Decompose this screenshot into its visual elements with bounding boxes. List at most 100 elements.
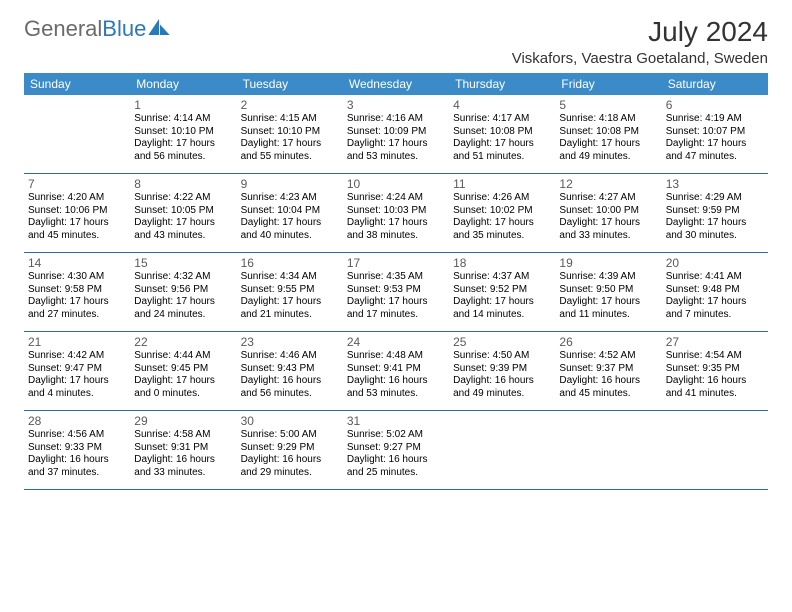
day-number: 8: [134, 177, 232, 191]
day-detail-line: Sunrise: 4:34 AM: [241, 271, 339, 284]
day-detail-line: Sunrise: 4:58 AM: [134, 429, 232, 442]
day-detail-line: Daylight: 17 hours: [453, 217, 551, 230]
weekday-header: Monday: [130, 73, 236, 95]
day-cell: [449, 411, 555, 489]
day-detail-line: Sunrise: 4:41 AM: [666, 271, 764, 284]
day-detail-line: Daylight: 16 hours: [559, 375, 657, 388]
day-cell: 4Sunrise: 4:17 AMSunset: 10:08 PMDayligh…: [449, 95, 555, 173]
day-detail-line: Sunrise: 4:46 AM: [241, 350, 339, 363]
day-cell: 15Sunrise: 4:32 AMSunset: 9:56 PMDayligh…: [130, 253, 236, 331]
day-cell: 3Sunrise: 4:16 AMSunset: 10:09 PMDayligh…: [343, 95, 449, 173]
day-number: 19: [559, 256, 657, 270]
day-number: 4: [453, 98, 551, 112]
day-detail-line: and 17 minutes.: [347, 309, 445, 322]
day-cell: 13Sunrise: 4:29 AMSunset: 9:59 PMDayligh…: [662, 174, 768, 252]
day-detail-line: and 56 minutes.: [241, 388, 339, 401]
day-detail-line: Sunset: 10:05 PM: [134, 205, 232, 218]
day-detail-line: Sunrise: 4:39 AM: [559, 271, 657, 284]
day-detail-line: Sunrise: 4:56 AM: [28, 429, 126, 442]
day-cell: 22Sunrise: 4:44 AMSunset: 9:45 PMDayligh…: [130, 332, 236, 410]
day-detail-line: Sunrise: 4:44 AM: [134, 350, 232, 363]
day-number: 3: [347, 98, 445, 112]
day-detail-line: and 25 minutes.: [347, 467, 445, 480]
day-number: 23: [241, 335, 339, 349]
day-detail-line: and 49 minutes.: [559, 151, 657, 164]
day-detail-line: Sunrise: 4:32 AM: [134, 271, 232, 284]
day-detail-line: Daylight: 16 hours: [241, 375, 339, 388]
day-detail-line: Daylight: 17 hours: [559, 217, 657, 230]
day-detail-line: Daylight: 17 hours: [241, 296, 339, 309]
day-detail-line: Sunset: 10:07 PM: [666, 126, 764, 139]
day-cell: 23Sunrise: 4:46 AMSunset: 9:43 PMDayligh…: [237, 332, 343, 410]
day-detail-line: Sunset: 9:45 PM: [134, 363, 232, 376]
day-number: 9: [241, 177, 339, 191]
day-detail-line: Sunrise: 4:17 AM: [453, 113, 551, 126]
day-cell: 8Sunrise: 4:22 AMSunset: 10:05 PMDayligh…: [130, 174, 236, 252]
day-cell: 19Sunrise: 4:39 AMSunset: 9:50 PMDayligh…: [555, 253, 661, 331]
day-detail-line: Sunset: 9:55 PM: [241, 284, 339, 297]
location-text: Viskafors, Vaestra Goetaland, Sweden: [512, 50, 768, 67]
day-detail-line: Sunset: 9:58 PM: [28, 284, 126, 297]
day-number: 16: [241, 256, 339, 270]
day-detail-line: Daylight: 17 hours: [28, 375, 126, 388]
weeks-container: 1Sunrise: 4:14 AM Sunset: 10:10 PM Dayligh…: [24, 95, 768, 490]
day-detail-line: Daylight: 17 hours: [134, 296, 232, 309]
day-detail-line: Daylight: 16 hours: [347, 375, 445, 388]
day-number: 21: [28, 335, 126, 349]
day-detail-line: and 45 minutes.: [28, 230, 126, 243]
weekday-header: Tuesday: [237, 73, 343, 95]
day-detail-line: and 37 minutes.: [28, 467, 126, 480]
day-detail-line: and 43 minutes.: [134, 230, 232, 243]
day-detail-line: and 11 minutes.: [559, 309, 657, 322]
day-cell: 25Sunrise: 4:50 AMSunset: 9:39 PMDayligh…: [449, 332, 555, 410]
day-cell: 21Sunrise: 4:42 AMSunset: 9:47 PMDayligh…: [24, 332, 130, 410]
day-number: 26: [559, 335, 657, 349]
weekday-header: Friday: [555, 73, 661, 95]
day-detail-line: Sunset: 9:39 PM: [453, 363, 551, 376]
day-detail-line: Sunset: 9:59 PM: [666, 205, 764, 218]
day-cell: 18Sunrise: 4:37 AMSunset: 9:52 PMDayligh…: [449, 253, 555, 331]
day-detail-line: Sunrise: 4:29 AM: [666, 192, 764, 205]
day-detail-line: and 30 minutes.: [666, 230, 764, 243]
day-detail-line: Sunset: 9:37 PM: [559, 363, 657, 376]
day-cell: 17Sunrise: 4:35 AMSunset: 9:53 PMDayligh…: [343, 253, 449, 331]
day-number: 7: [28, 177, 126, 191]
day-detail-line: Sunrise: 4:30 AM: [28, 271, 126, 284]
day-number: 11: [453, 177, 551, 191]
day-detail-line: Daylight: 17 hours: [559, 138, 657, 151]
day-detail-line: Sunset: 9:35 PM: [666, 363, 764, 376]
day-cell: 9Sunrise: 4:23 AMSunset: 10:04 PMDayligh…: [237, 174, 343, 252]
day-detail-line: Daylight: 17 hours: [28, 296, 126, 309]
day-number: 28: [28, 414, 126, 428]
day-cell: 20Sunrise: 4:41 AMSunset: 9:48 PMDayligh…: [662, 253, 768, 331]
day-detail-line: Daylight: 16 hours: [453, 375, 551, 388]
brand-text-blue: Blue: [102, 16, 146, 42]
day-number: 20: [666, 256, 764, 270]
month-title: July 2024: [512, 16, 768, 48]
day-detail-line: Sunrise: 4:14 AM: [134, 113, 232, 126]
day-detail-line: and 49 minutes.: [453, 388, 551, 401]
day-number: 12: [559, 177, 657, 191]
day-cell: 26Sunrise: 4:52 AMSunset: 9:37 PMDayligh…: [555, 332, 661, 410]
day-cell: [555, 411, 661, 489]
day-detail-line: Daylight: 17 hours: [241, 217, 339, 230]
title-block: July 2024 Viskafors, Vaestra Goetaland, …: [512, 16, 768, 67]
day-detail-line: Sunrise: 4:52 AM: [559, 350, 657, 363]
day-detail-line: and 14 minutes.: [453, 309, 551, 322]
day-cell: 5Sunrise: 4:18 AMSunset: 10:08 PMDayligh…: [555, 95, 661, 173]
day-detail-line: Daylight: 17 hours: [666, 217, 764, 230]
day-number: 1: [134, 98, 232, 112]
day-detail-line: Sunrise: 4:26 AM: [453, 192, 551, 205]
day-detail-line: Sunset: 10:04 PM: [241, 205, 339, 218]
day-detail-line: Daylight: 17 hours: [347, 217, 445, 230]
day-detail-line: Sunset: 9:43 PM: [241, 363, 339, 376]
day-detail-line: Sunset: 10:10 PM: [241, 126, 339, 139]
day-detail-line: Daylight: 16 hours: [134, 454, 232, 467]
day-detail-line: Daylight: 16 hours: [28, 454, 126, 467]
day-detail-line: and 0 minutes.: [134, 388, 232, 401]
day-cell: 24Sunrise: 4:48 AMSunset: 9:41 PMDayligh…: [343, 332, 449, 410]
day-detail-line: Daylight: 17 hours: [559, 296, 657, 309]
day-detail-line: and 27 minutes.: [28, 309, 126, 322]
day-detail-line: and 40 minutes.: [241, 230, 339, 243]
day-detail-line: and 4 minutes.: [28, 388, 126, 401]
